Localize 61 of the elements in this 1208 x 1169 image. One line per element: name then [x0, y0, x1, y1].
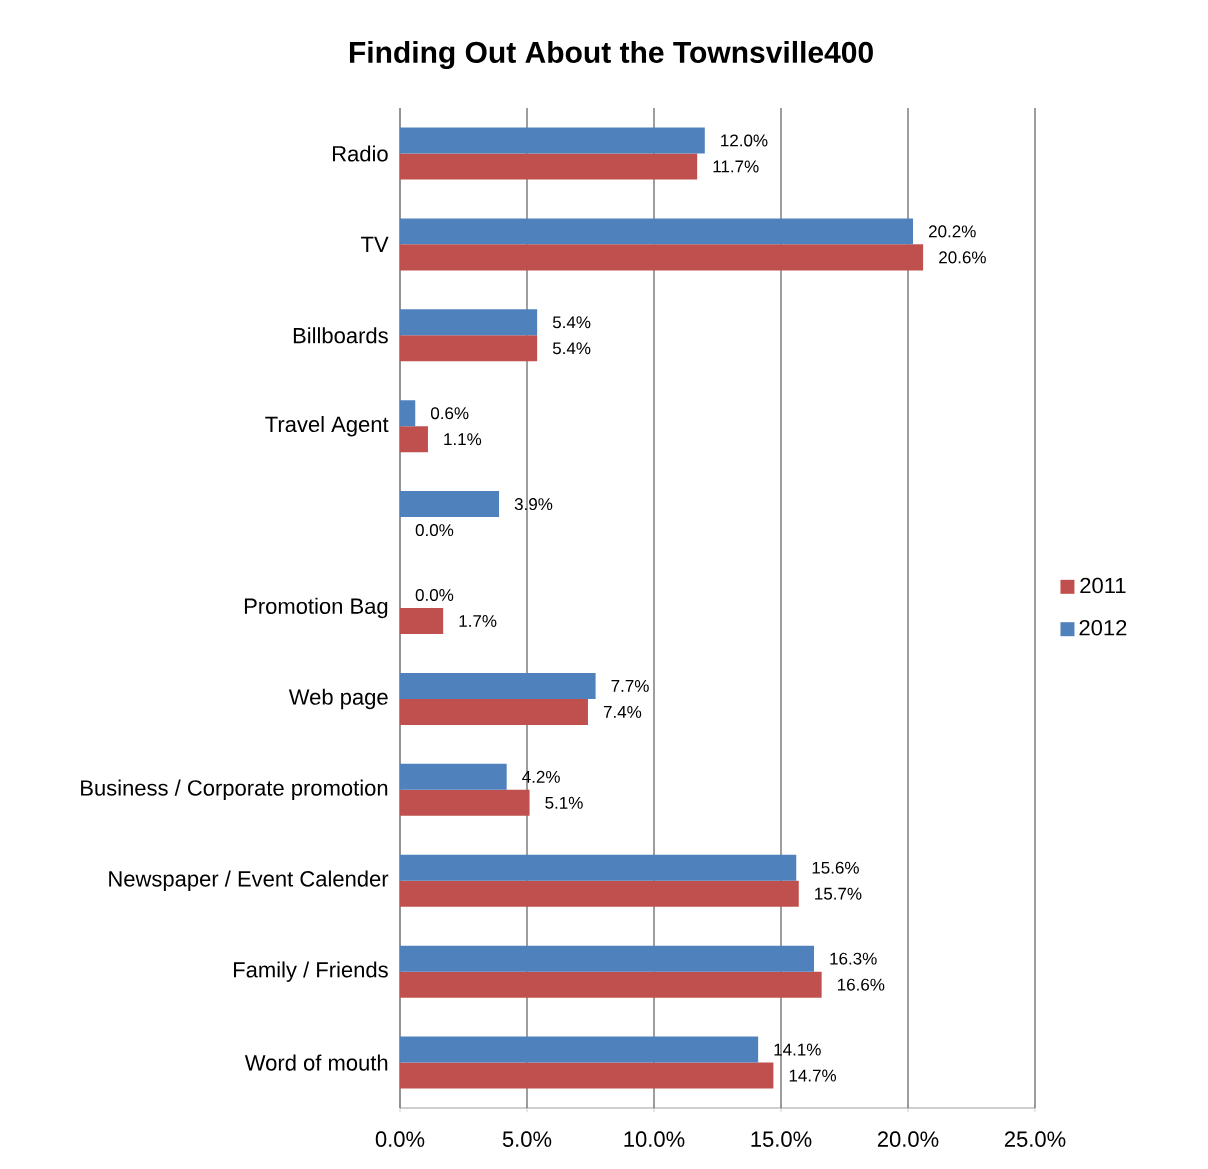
data-label: 5.4% [552, 316, 591, 329]
x-tick-label: 0.0% [375, 1131, 425, 1147]
data-label: 7.4% [603, 705, 642, 718]
data-label: 16.3% [830, 952, 877, 965]
data-label: 12.0% [721, 134, 768, 147]
bar [400, 945, 815, 972]
data-label: 0.0% [415, 589, 454, 602]
data-label: 3.9% [514, 498, 553, 511]
y-tick-label: Web page [288, 688, 388, 710]
bar [400, 1036, 759, 1063]
bar [400, 789, 530, 816]
data-label: 5.1% [545, 796, 583, 809]
bar [400, 608, 444, 635]
bar [400, 854, 797, 881]
bar [400, 335, 538, 362]
bar [400, 244, 924, 271]
bar [400, 153, 698, 180]
data-label: 15.7% [815, 887, 862, 900]
data-label: 20.6% [939, 251, 986, 264]
x-tick-label: 5.0% [502, 1131, 552, 1147]
x-tick-label: 25.0% [1004, 1131, 1066, 1147]
data-label: 14.1% [774, 1043, 821, 1056]
data-label: 7.7% [611, 679, 649, 692]
bar [400, 698, 588, 725]
y-tick-label: Newspaper / Event Calender [109, 870, 389, 891]
data-label: 5.4% [552, 342, 591, 355]
bar [400, 127, 705, 154]
data-label: 11.7% [713, 160, 759, 173]
bar [400, 1062, 774, 1089]
y-tick-label: Family / Friends [234, 961, 388, 982]
chart-title: Finding Out About the Townsville400 [349, 40, 873, 70]
y-tick-label: Billboards [293, 327, 388, 344]
y-tick-label: Word of mouth [244, 1054, 388, 1071]
bar [400, 426, 428, 453]
data-label: 0.6% [430, 407, 469, 420]
data-label: 14.7% [789, 1069, 837, 1082]
y-tick-label: Promotion Bag [244, 597, 388, 619]
legend-label: 2011 [1080, 577, 1126, 594]
y-tick-label: Business / Corporate promotion [81, 779, 388, 801]
x-tick-label: 15.0% [751, 1131, 812, 1147]
y-tick-label: Radio [333, 145, 388, 162]
bar [400, 491, 500, 518]
data-label: 20.2% [929, 225, 976, 238]
data-label: 1.1% [444, 433, 482, 446]
bar [400, 400, 416, 427]
legend-label: 2012 [1079, 620, 1127, 636]
x-tick-label: 20.0% [877, 1131, 939, 1147]
data-label: 15.6% [812, 861, 859, 874]
data-label: 0.0% [415, 524, 454, 537]
data-label: 16.6% [838, 978, 885, 991]
bar [400, 672, 596, 699]
bar [400, 880, 799, 907]
bar [400, 971, 822, 998]
data-label: 4.2% [522, 770, 560, 783]
data-label: 1.7% [459, 615, 497, 627]
bar [400, 309, 538, 336]
x-tick-label: 10.0% [624, 1131, 685, 1147]
y-tick-label: TV [361, 236, 389, 252]
y-tick-label: Travel Agent [265, 415, 389, 437]
bar [400, 218, 914, 245]
bar [400, 763, 507, 790]
